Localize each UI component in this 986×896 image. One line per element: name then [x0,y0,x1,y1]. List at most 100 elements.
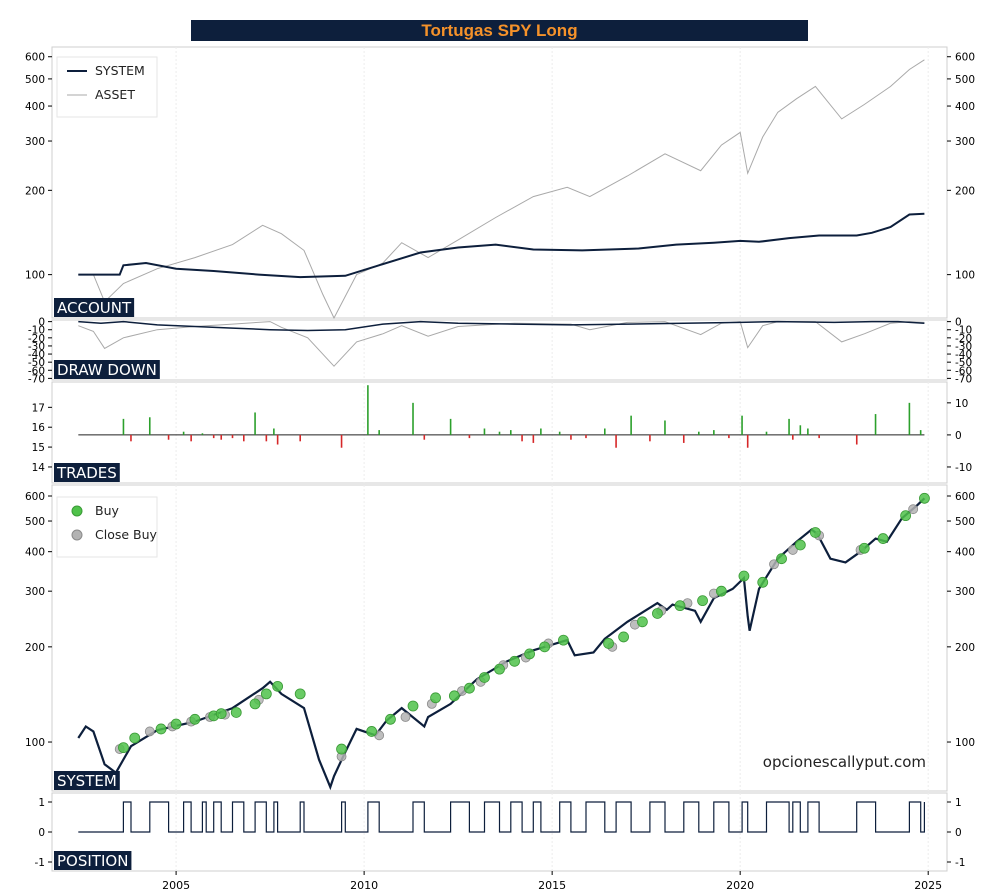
buy-marker [494,663,505,675]
buy-marker [170,718,182,730]
right-y-tick-label: 400 [955,101,975,113]
close-buy-marker [908,504,919,515]
legend-swatch [71,505,83,517]
buy-marker [189,713,201,725]
right-y-tick-label: -70 [955,373,972,385]
buy-marker [715,585,727,597]
right-y-tick-label: -20 [955,333,972,345]
right-y-tick-label: -60 [955,365,972,377]
panel-label-text: POSITION [57,852,128,870]
x-tick-label: 2005 [162,879,190,892]
legend: Buy Close Buy [56,496,158,558]
close-buy-marker [400,712,411,722]
buy-marker [249,698,261,710]
buy-marker [919,492,930,504]
legend-entry: ASSET [95,87,135,102]
right-y-tick-label: 200 [955,185,975,197]
system-line [78,212,925,279]
legend-box [56,56,158,118]
left-y-tick-label: 14 [32,462,46,474]
x-tick-label: 2010 [350,879,378,892]
buy-marker [272,680,284,692]
buy-marker [697,595,708,607]
buy-marker [652,608,663,619]
legend-entry: Close Buy [95,527,158,542]
right-y-tick-label: -30 [955,341,972,353]
buy-marker [448,690,460,702]
close-buy-marker [144,726,155,737]
left-y-tick-label: -1 [35,857,45,869]
panel-frame [51,484,948,792]
right-y-tick-label: 300 [955,136,975,148]
buy-marker [900,510,912,522]
left-y-tick-label: 600 [25,491,45,503]
legend-swatch [71,529,83,541]
panel-label-text: SYSTEM [57,772,117,790]
buy-marker [230,707,242,718]
panel-label-bg [54,771,120,790]
panel-label-text: DRAW DOWN [57,361,157,379]
x-tick-label: 2025 [914,879,942,892]
right-y-tick-label: -1 [955,857,965,869]
panel-label: DRAW DOWN [54,360,160,379]
right-y-tick-label: 200 [955,642,975,654]
right-y-tick-label: 1 [955,797,962,809]
buy-marker [738,570,750,582]
asset-line [78,59,925,320]
right-y-tick-label: -10 [955,462,972,474]
left-y-tick-label: -40 [28,349,45,361]
panel-label-bg [54,851,132,870]
left-y-tick-label: 400 [25,101,45,113]
right-y-tick-label: 0 [955,430,962,442]
buy-marker [558,634,569,646]
right-y-tick-label: 0 [955,827,962,839]
panel-frame [51,381,948,484]
buy-marker [794,539,806,551]
panel-label-text: ACCOUNT [57,299,132,317]
buy-marker [858,542,870,554]
left-y-tick-label: 500 [25,74,45,86]
buy-marker [294,688,306,700]
left-y-tick-label: -60 [28,365,45,377]
close-buy-marker [769,559,779,570]
left-y-tick-label: 0 [38,317,45,329]
asset-drawdown-line [78,321,925,367]
panel-label-text: TRADES [56,464,117,482]
left-y-tick-label: -20 [28,333,45,345]
buy-marker [336,743,347,755]
buy-marker [366,726,378,737]
panel-label: ACCOUNT [54,298,135,317]
buy-marker [524,648,535,660]
panel-label-bg [54,463,120,482]
left-y-tick-label: 300 [25,586,45,598]
buy-marker [129,732,141,744]
x-tick-label: 2015 [538,879,566,892]
panel-label-bg [54,360,160,379]
right-y-tick-label: 0 [955,317,962,329]
panel-frame [51,319,948,381]
right-y-tick-label: 400 [955,547,975,559]
buy-marker [215,708,227,719]
right-y-tick-label: 600 [955,52,975,64]
legend-entry: Buy [95,503,119,518]
panel-label-bg [54,298,135,317]
buy-marker [509,655,520,667]
buy-marker [757,576,769,588]
panel-label: SYSTEM [54,771,120,790]
buy-marker [674,600,686,612]
panel-label: POSITION [54,851,132,870]
left-y-tick-label: -50 [28,357,45,369]
watermark: opcionescallyput.com [763,753,926,771]
left-y-tick-label: -10 [28,325,45,337]
buy-marker [877,533,889,544]
left-y-tick-label: 300 [25,136,45,148]
buy-marker [385,713,396,725]
right-y-tick-label: 100 [955,737,975,749]
right-y-tick-label: 10 [955,398,968,410]
chart-title: Tortugas SPY Long [191,20,808,41]
buy-marker [479,672,490,683]
right-y-tick-label: 300 [955,586,975,598]
right-y-tick-label: 600 [955,491,975,503]
buy-marker [603,638,614,649]
buy-marker [809,527,821,538]
